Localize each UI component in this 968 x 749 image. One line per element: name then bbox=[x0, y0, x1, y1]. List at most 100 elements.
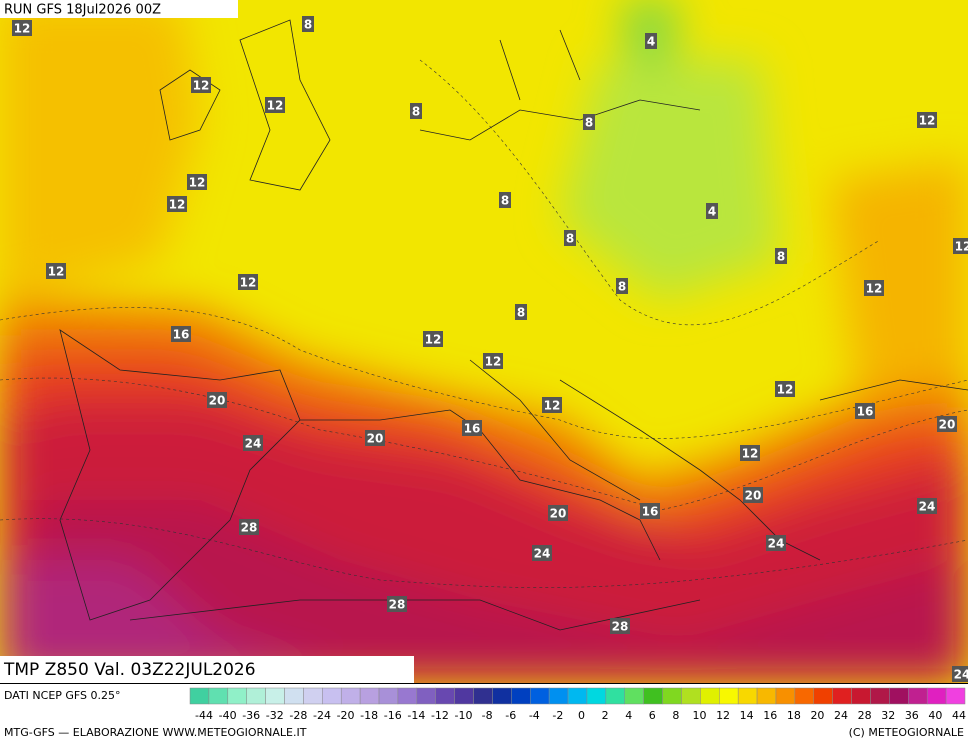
scale-tick-label: 40 bbox=[928, 709, 942, 722]
contour-label-box bbox=[775, 381, 795, 397]
contour-label-box bbox=[410, 103, 422, 119]
contour-label: 12 bbox=[425, 333, 442, 347]
scale-tick-label: 18 bbox=[787, 709, 801, 722]
contour-label-box bbox=[12, 20, 32, 36]
contour-label-box bbox=[583, 114, 595, 130]
scale-tick-label: 0 bbox=[578, 709, 585, 722]
contour-label: 12 bbox=[485, 355, 502, 369]
contour-label: 24 bbox=[919, 500, 936, 514]
contour-label-box bbox=[265, 97, 285, 113]
scale-swatch bbox=[643, 687, 663, 705]
scale-tick-label: -8 bbox=[482, 709, 493, 722]
contour-label-box bbox=[462, 420, 482, 436]
contour-label-box bbox=[171, 326, 191, 342]
scale-swatch bbox=[284, 687, 304, 705]
copyright-label: (C) METEOGIORNALE bbox=[849, 726, 964, 739]
contour-label: 8 bbox=[585, 116, 593, 130]
contour-label: 12 bbox=[14, 22, 31, 36]
scale-tick-label: 28 bbox=[858, 709, 872, 722]
scale-swatch bbox=[548, 687, 569, 705]
contour-label-box bbox=[191, 77, 211, 93]
scale-swatch bbox=[756, 687, 777, 705]
contour-label: 28 bbox=[241, 521, 258, 535]
scale-tick-label: 10 bbox=[692, 709, 706, 722]
contour-label: 16 bbox=[642, 505, 659, 519]
scale-swatch bbox=[511, 687, 531, 705]
scale-tick-label: 2 bbox=[602, 709, 609, 722]
contour-label-box bbox=[483, 353, 503, 369]
scale-tick-label: 36 bbox=[905, 709, 919, 722]
title-box bbox=[0, 656, 414, 683]
scale-swatch bbox=[208, 687, 229, 705]
scale-tick-label: -28 bbox=[289, 709, 307, 722]
scale-swatch bbox=[189, 687, 210, 705]
contour-label: 12 bbox=[955, 240, 968, 254]
contour-label-box bbox=[937, 416, 957, 432]
contour-label: 8 bbox=[501, 194, 509, 208]
contour-label-box bbox=[515, 304, 527, 320]
contour-label: 24 bbox=[768, 537, 785, 551]
contour-label-box bbox=[542, 397, 562, 413]
contour-label-box bbox=[616, 278, 628, 294]
scale-swatch bbox=[813, 687, 833, 705]
contour-label-box bbox=[855, 403, 875, 419]
scale-swatch bbox=[359, 687, 380, 705]
scale-swatch bbox=[567, 687, 588, 705]
contour-label: 16 bbox=[857, 405, 874, 419]
contour-label-box bbox=[864, 280, 884, 296]
scale-swatch bbox=[227, 687, 247, 705]
contour-label: 20 bbox=[209, 394, 226, 408]
scale-swatch bbox=[246, 687, 266, 705]
scale-tick-label: -2 bbox=[552, 709, 563, 722]
scale-tick-label: 8 bbox=[672, 709, 679, 722]
run-box bbox=[0, 0, 238, 18]
contour-label: 24 bbox=[954, 668, 968, 682]
scale-swatch bbox=[719, 687, 739, 705]
scale-swatch bbox=[832, 687, 852, 705]
scale-swatch bbox=[605, 687, 626, 705]
scale-swatch bbox=[454, 687, 474, 705]
contour-label-box bbox=[239, 519, 259, 535]
contour-label-box bbox=[365, 430, 385, 446]
scale-tick-label: -12 bbox=[431, 709, 449, 722]
contour-label-box bbox=[238, 274, 258, 290]
contour-label: 12 bbox=[919, 114, 936, 128]
contour-label-box bbox=[766, 535, 786, 551]
scale-tick-label: -24 bbox=[313, 709, 331, 722]
color-scale: -44 -40 -36 -32 -28 -24 -20 -18 -16 -14 -12 -10 -8 -6… bbox=[189, 687, 966, 722]
contour-label-box bbox=[610, 618, 630, 634]
contour-label: 12 bbox=[240, 276, 257, 290]
scale-swatch bbox=[492, 687, 512, 705]
scale-tick-label: -44 bbox=[195, 709, 213, 722]
scale-tick-label: -40 bbox=[219, 709, 237, 722]
scale-swatch bbox=[586, 687, 607, 705]
scale-swatch bbox=[265, 687, 285, 705]
scale-swatch bbox=[624, 687, 644, 705]
scale-tick-label: -36 bbox=[242, 709, 260, 722]
map-title: TMP Z850 Val. 03Z22JUL2026 bbox=[3, 660, 256, 680]
scale-swatch bbox=[889, 687, 909, 705]
contour-label: 12 bbox=[189, 176, 206, 190]
contour-label: 4 bbox=[647, 35, 655, 49]
scale-tick-label: 4 bbox=[625, 709, 632, 722]
contour-label: 28 bbox=[612, 620, 629, 634]
scale-swatch bbox=[700, 687, 720, 705]
contour-label: 12 bbox=[193, 79, 210, 93]
contour-label: 12 bbox=[544, 399, 561, 413]
source-label: DATI NCEP GFS 0.25° bbox=[4, 689, 121, 702]
scale-swatch bbox=[870, 687, 890, 705]
scale-swatch bbox=[926, 687, 947, 705]
scale-tick-label: 14 bbox=[740, 709, 754, 722]
contour-label: 20 bbox=[550, 507, 567, 521]
contour-label: 12 bbox=[267, 99, 284, 113]
scale-swatch bbox=[794, 687, 815, 705]
contour-label: 12 bbox=[48, 265, 65, 279]
contour-label: 8 bbox=[517, 306, 525, 320]
contour-label: 8 bbox=[618, 280, 626, 294]
scale-tick-label: -10 bbox=[455, 709, 473, 722]
scale-swatch bbox=[435, 687, 455, 705]
scale-tick-label: -14 bbox=[407, 709, 425, 722]
scale-swatch bbox=[908, 687, 928, 705]
contour-label-box bbox=[775, 248, 787, 264]
contour-label-box bbox=[706, 203, 718, 219]
